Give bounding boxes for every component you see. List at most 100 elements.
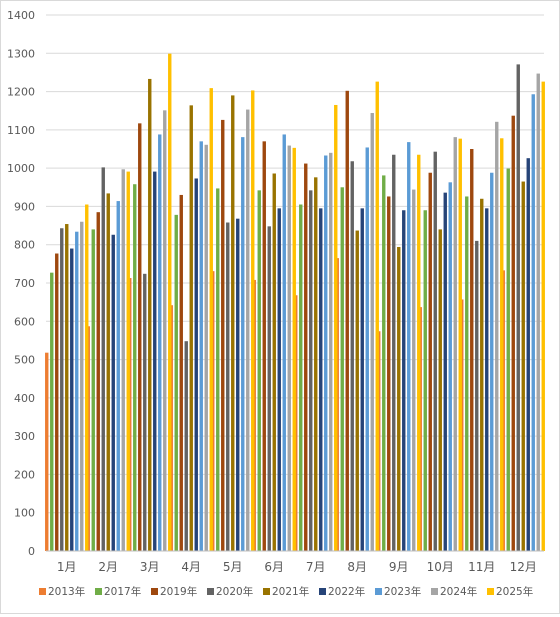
bar [438, 229, 442, 551]
legend-swatch [487, 588, 494, 595]
legend-item: 2013年 [39, 585, 85, 598]
bar [262, 141, 266, 552]
bar [506, 168, 510, 552]
bar [319, 208, 323, 552]
series-2023年 [75, 94, 535, 552]
bar [106, 193, 110, 551]
bar [216, 188, 220, 552]
bar [485, 208, 489, 552]
bar [402, 210, 406, 551]
bar [526, 158, 530, 551]
bar [350, 161, 354, 551]
bar [448, 182, 452, 551]
legend-item: 2024年 [431, 585, 477, 598]
bar [153, 171, 157, 552]
bar [500, 138, 504, 551]
bar [231, 95, 235, 552]
legend-swatch [207, 588, 214, 595]
bar [511, 115, 515, 551]
bar [370, 113, 374, 552]
bar [55, 253, 59, 551]
series-2017年 [50, 168, 510, 552]
x-tick-label: 3月 [140, 560, 160, 574]
bar [174, 214, 178, 551]
bar [282, 134, 286, 552]
bar [387, 196, 391, 551]
bar [465, 196, 469, 551]
legend-label: 2023年 [384, 585, 421, 598]
legend-swatch [151, 588, 158, 595]
bar [428, 172, 432, 552]
y-axis: 0 100 200 300 400 500 600 700 800 900 1000 1100 1200… [7, 9, 35, 558]
bar [189, 105, 193, 552]
bar [143, 273, 147, 551]
x-tick-label: 2月 [98, 560, 118, 574]
bar [221, 119, 225, 551]
legend-item: 2023年 [375, 585, 421, 598]
bar [309, 190, 313, 551]
legend: 2013年 2017年 2019年 2020年 2021年 2022年 2023年 2024年… [39, 585, 533, 598]
bar [334, 104, 338, 551]
bar [360, 208, 364, 552]
bar [226, 222, 230, 551]
y-tick-label: 400 [14, 392, 35, 405]
bar [299, 204, 303, 551]
y-tick-label: 1000 [7, 162, 35, 175]
legend-item: 2020年 [207, 585, 253, 598]
legend-swatch [319, 588, 326, 595]
legend-swatch [39, 588, 46, 595]
bar [116, 201, 120, 551]
legend-item: 2019年 [151, 585, 197, 598]
bar [541, 81, 545, 552]
x-tick-label: 1月 [57, 560, 77, 574]
bar [495, 121, 499, 552]
bar [324, 155, 328, 551]
bar [397, 247, 401, 552]
bar [126, 171, 130, 552]
bar [267, 226, 271, 551]
y-tick-label: 1200 [7, 86, 35, 99]
bar [85, 204, 89, 551]
bar [340, 187, 344, 552]
x-tick-label: 11月 [468, 560, 495, 574]
bar [292, 147, 296, 551]
y-tick-label: 200 [14, 468, 35, 481]
bar [407, 142, 411, 551]
bar [209, 88, 213, 551]
bar [163, 110, 167, 552]
bar [75, 231, 79, 551]
bar [168, 53, 172, 551]
bar [458, 138, 462, 552]
y-tick-label: 100 [14, 507, 35, 520]
bar [45, 352, 49, 551]
legend-label: 2017年 [104, 585, 141, 598]
x-tick-label: 5月 [223, 560, 243, 574]
bar [531, 94, 535, 551]
bar [521, 181, 525, 552]
legend-label: 2022年 [328, 585, 365, 598]
bar [304, 163, 308, 551]
bar [184, 341, 188, 551]
bar [392, 154, 396, 551]
x-tick-label: 6月 [264, 560, 284, 574]
bar [433, 151, 437, 551]
bars [45, 53, 545, 552]
bar [453, 137, 457, 552]
bar [60, 228, 64, 551]
bar [101, 167, 105, 551]
bar [257, 190, 261, 551]
bar [80, 221, 84, 551]
legend-label: 2025年 [496, 585, 533, 598]
x-tick-label: 8月 [347, 560, 367, 574]
series-2020年 [60, 64, 520, 551]
bar [121, 169, 125, 551]
y-tick-label: 900 [14, 200, 35, 213]
legend-swatch [263, 588, 270, 595]
y-tick-label: 0 [28, 545, 35, 558]
bar [443, 192, 447, 551]
legend-item: 2021年 [263, 585, 309, 598]
bar [194, 178, 198, 552]
bar [375, 81, 379, 552]
bar [277, 208, 281, 552]
x-tick-label: 10月 [427, 560, 454, 574]
